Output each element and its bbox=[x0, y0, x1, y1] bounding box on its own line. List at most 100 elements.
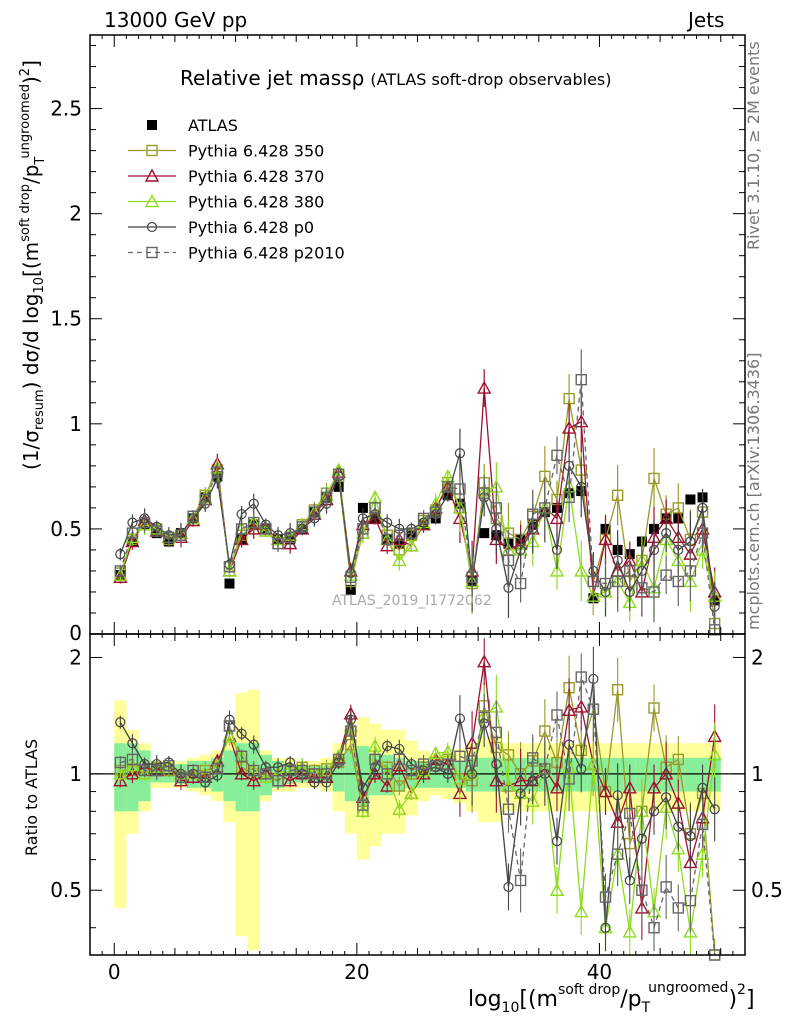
ratio-point bbox=[126, 753, 139, 766]
data-point bbox=[660, 569, 672, 581]
data-point bbox=[272, 537, 284, 550]
ratio-point bbox=[151, 764, 163, 777]
ratio-point bbox=[223, 720, 236, 732]
data-point bbox=[454, 448, 466, 459]
ratio-point bbox=[235, 750, 248, 763]
data-point bbox=[599, 577, 612, 590]
chart-title: Relative jet massρ (ATLAS soft-drop obser… bbox=[180, 66, 611, 90]
ratio-point bbox=[115, 717, 126, 728]
data-point bbox=[332, 468, 345, 480]
data-point bbox=[222, 563, 237, 577]
y-tick-label: 1 bbox=[69, 762, 82, 786]
data-point bbox=[574, 563, 589, 577]
ratio-point bbox=[551, 709, 563, 721]
data-point bbox=[479, 528, 490, 539]
ratio-point bbox=[113, 773, 128, 787]
data-point bbox=[125, 529, 140, 544]
ratio-point bbox=[683, 924, 698, 938]
legend-label: Pythia 6.428 p0 bbox=[188, 218, 314, 237]
ratio-point bbox=[671, 841, 686, 855]
data-point bbox=[187, 510, 199, 523]
ratio-point bbox=[563, 773, 575, 785]
ratio-point bbox=[587, 703, 600, 715]
data-point bbox=[236, 509, 247, 520]
legend-label: ATLAS bbox=[188, 116, 238, 135]
data-point bbox=[454, 483, 466, 495]
y-tick-label: 1.5 bbox=[50, 307, 82, 331]
ratio-point bbox=[673, 821, 684, 832]
ratio-point bbox=[320, 768, 333, 780]
data-point bbox=[576, 481, 587, 492]
data-point bbox=[551, 449, 563, 462]
data-point bbox=[429, 506, 442, 518]
ratio-point bbox=[685, 831, 696, 842]
ratio-point bbox=[296, 764, 308, 777]
ratio-point bbox=[248, 764, 260, 777]
ratio-point bbox=[125, 766, 140, 780]
legend-marker bbox=[144, 194, 160, 208]
ratio-point bbox=[515, 788, 526, 799]
ratio-point bbox=[187, 764, 199, 777]
ratio-point bbox=[199, 771, 211, 783]
data-point bbox=[199, 493, 211, 506]
data-point bbox=[296, 521, 308, 533]
ratio-point bbox=[478, 711, 490, 724]
ratio-point bbox=[113, 766, 128, 780]
legend-label: Pythia 6.428 370 bbox=[188, 167, 324, 186]
uncertainty-band-inner bbox=[223, 750, 236, 802]
ratio-point bbox=[622, 924, 637, 938]
data-point bbox=[598, 531, 613, 546]
ratio-point bbox=[695, 846, 710, 860]
data-point bbox=[551, 544, 563, 556]
ratio-point bbox=[357, 799, 369, 811]
main-plot-series bbox=[113, 349, 722, 636]
header-right: Jets bbox=[688, 8, 725, 32]
chart-subtitle: (ATLAS soft-drop observables) bbox=[370, 70, 611, 89]
data-point bbox=[648, 586, 660, 598]
ratio-point bbox=[600, 922, 611, 933]
data-point bbox=[502, 554, 515, 567]
data-point bbox=[113, 569, 128, 583]
legend-marker bbox=[146, 221, 158, 233]
ratio-point bbox=[490, 726, 503, 739]
y-tick-label: 0.5 bbox=[50, 517, 82, 541]
uncertainty-band-inner bbox=[478, 757, 491, 792]
x-axis-label: log10[(msoft drop/pTungroomed)2] bbox=[468, 980, 755, 1016]
data-point bbox=[224, 578, 235, 589]
ratio-point bbox=[539, 763, 551, 775]
uncertainty-band-inner bbox=[684, 757, 697, 792]
ratio-point bbox=[503, 881, 514, 893]
ratio-point bbox=[452, 771, 468, 785]
data-point bbox=[392, 552, 407, 567]
data-point bbox=[549, 510, 565, 525]
x-tick-label: 20 bbox=[344, 960, 369, 984]
data-point bbox=[333, 481, 344, 492]
ratio-point bbox=[428, 745, 443, 760]
ratio-point bbox=[175, 771, 187, 783]
y-tick-label: 2.5 bbox=[50, 97, 82, 121]
ratio-point bbox=[345, 725, 357, 737]
ratio-point bbox=[612, 790, 623, 801]
ratio-point bbox=[549, 882, 565, 896]
y-tick-label: 1 bbox=[69, 412, 82, 436]
ratio-point bbox=[234, 766, 249, 780]
legend-marker bbox=[146, 144, 158, 157]
data-point bbox=[393, 529, 406, 541]
data-point bbox=[163, 531, 175, 544]
ratio-point bbox=[599, 891, 612, 903]
data-point bbox=[490, 502, 503, 514]
ratio-point bbox=[551, 836, 563, 847]
ratio-point bbox=[282, 773, 298, 787]
ratio-point bbox=[624, 807, 636, 820]
data-point bbox=[258, 523, 274, 537]
data-point bbox=[697, 502, 708, 513]
data-point bbox=[357, 502, 368, 513]
ratio-point bbox=[381, 768, 393, 780]
ratio-point bbox=[137, 766, 152, 780]
ratio-line bbox=[120, 676, 716, 956]
data-point bbox=[126, 527, 139, 539]
ratio-point bbox=[442, 758, 454, 770]
legend-label: Pythia 6.428 p2010 bbox=[188, 244, 345, 263]
data-point bbox=[282, 536, 298, 550]
